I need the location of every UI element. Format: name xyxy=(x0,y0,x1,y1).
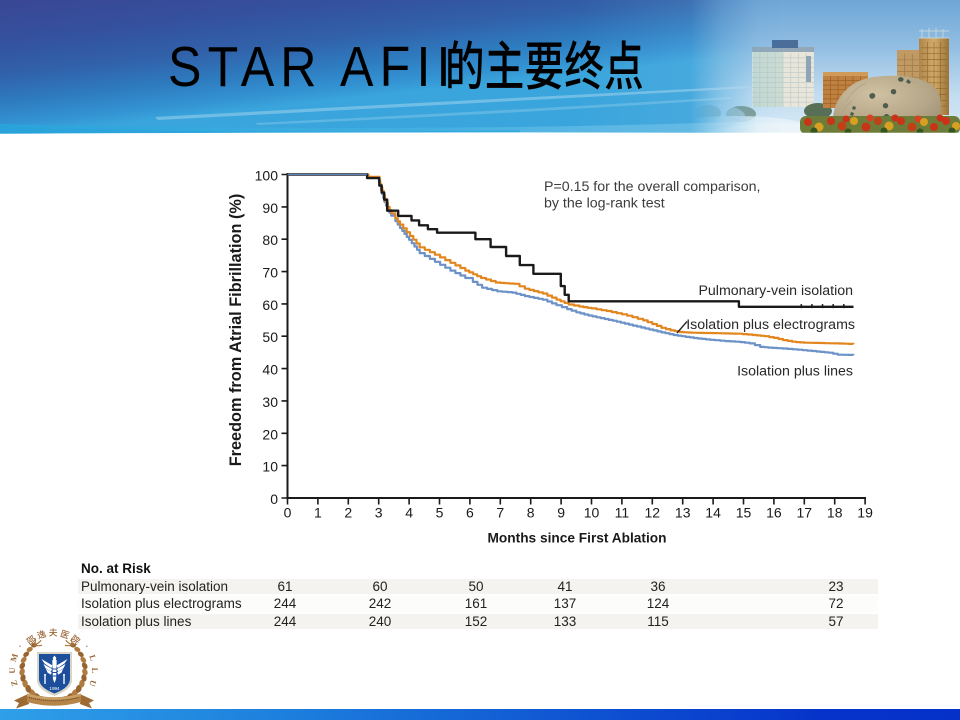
svg-text:U: U xyxy=(87,679,98,688)
svg-text:L: L xyxy=(90,668,100,674)
svg-text:Isolation plus electrograms: Isolation plus electrograms xyxy=(686,317,855,333)
svg-text:10: 10 xyxy=(584,505,600,521)
svg-text:1: 1 xyxy=(314,505,322,521)
svg-text:8: 8 xyxy=(527,505,535,521)
svg-text:Isolation plus lines: Isolation plus lines xyxy=(737,364,853,380)
svg-text:70: 70 xyxy=(262,265,278,281)
svg-text:Pulmonary-vein isolation: Pulmonary-vein isolation xyxy=(698,283,853,299)
svg-text:19: 19 xyxy=(857,505,873,521)
svg-text:U: U xyxy=(7,667,17,673)
svg-text:5: 5 xyxy=(436,505,444,521)
svg-text:No. at Risk: No. at Risk xyxy=(81,561,151,576)
svg-text:14: 14 xyxy=(705,505,721,521)
svg-text:17: 17 xyxy=(797,505,813,521)
svg-text:0: 0 xyxy=(270,491,278,507)
svg-text:0: 0 xyxy=(284,505,292,521)
svg-text:·: · xyxy=(82,642,92,650)
svg-text:Freedom from Atrial Fibrillati: Freedom from Atrial Fibrillation (%) xyxy=(227,194,245,467)
svg-text:11: 11 xyxy=(615,505,630,521)
svg-text:18: 18 xyxy=(827,505,843,521)
svg-text:M: M xyxy=(8,652,20,663)
svg-text:40: 40 xyxy=(262,362,278,378)
svg-text:Z: Z xyxy=(8,679,19,688)
svg-text:60: 60 xyxy=(262,297,278,313)
svg-text:6: 6 xyxy=(466,505,474,521)
svg-text:20: 20 xyxy=(262,426,278,442)
svg-text:100: 100 xyxy=(255,168,279,184)
svg-text:9: 9 xyxy=(557,505,565,521)
svg-text:80: 80 xyxy=(262,232,278,248)
svg-text:90: 90 xyxy=(262,200,278,216)
svg-text:50: 50 xyxy=(262,329,278,345)
svg-text:4: 4 xyxy=(405,505,413,521)
svg-text:15: 15 xyxy=(736,505,752,521)
svg-text:Months since First Ablation: Months since First Ablation xyxy=(488,531,667,546)
svg-text:7: 7 xyxy=(496,505,504,521)
svg-text:by the log-rank test: by the log-rank test xyxy=(544,196,665,212)
svg-text:10: 10 xyxy=(262,459,278,475)
svg-text:3: 3 xyxy=(375,505,383,521)
svg-text:L: L xyxy=(87,653,98,662)
svg-text:12: 12 xyxy=(645,505,661,521)
svg-text:13: 13 xyxy=(675,505,691,521)
svg-text:2: 2 xyxy=(344,505,352,521)
svg-text:·: · xyxy=(15,642,25,650)
svg-text:16: 16 xyxy=(766,505,782,521)
svg-text:1994: 1994 xyxy=(49,686,60,691)
svg-text:30: 30 xyxy=(262,394,278,410)
svg-text:P=0.15 for the overall compari: P=0.15 for the overall comparison, xyxy=(544,179,760,195)
